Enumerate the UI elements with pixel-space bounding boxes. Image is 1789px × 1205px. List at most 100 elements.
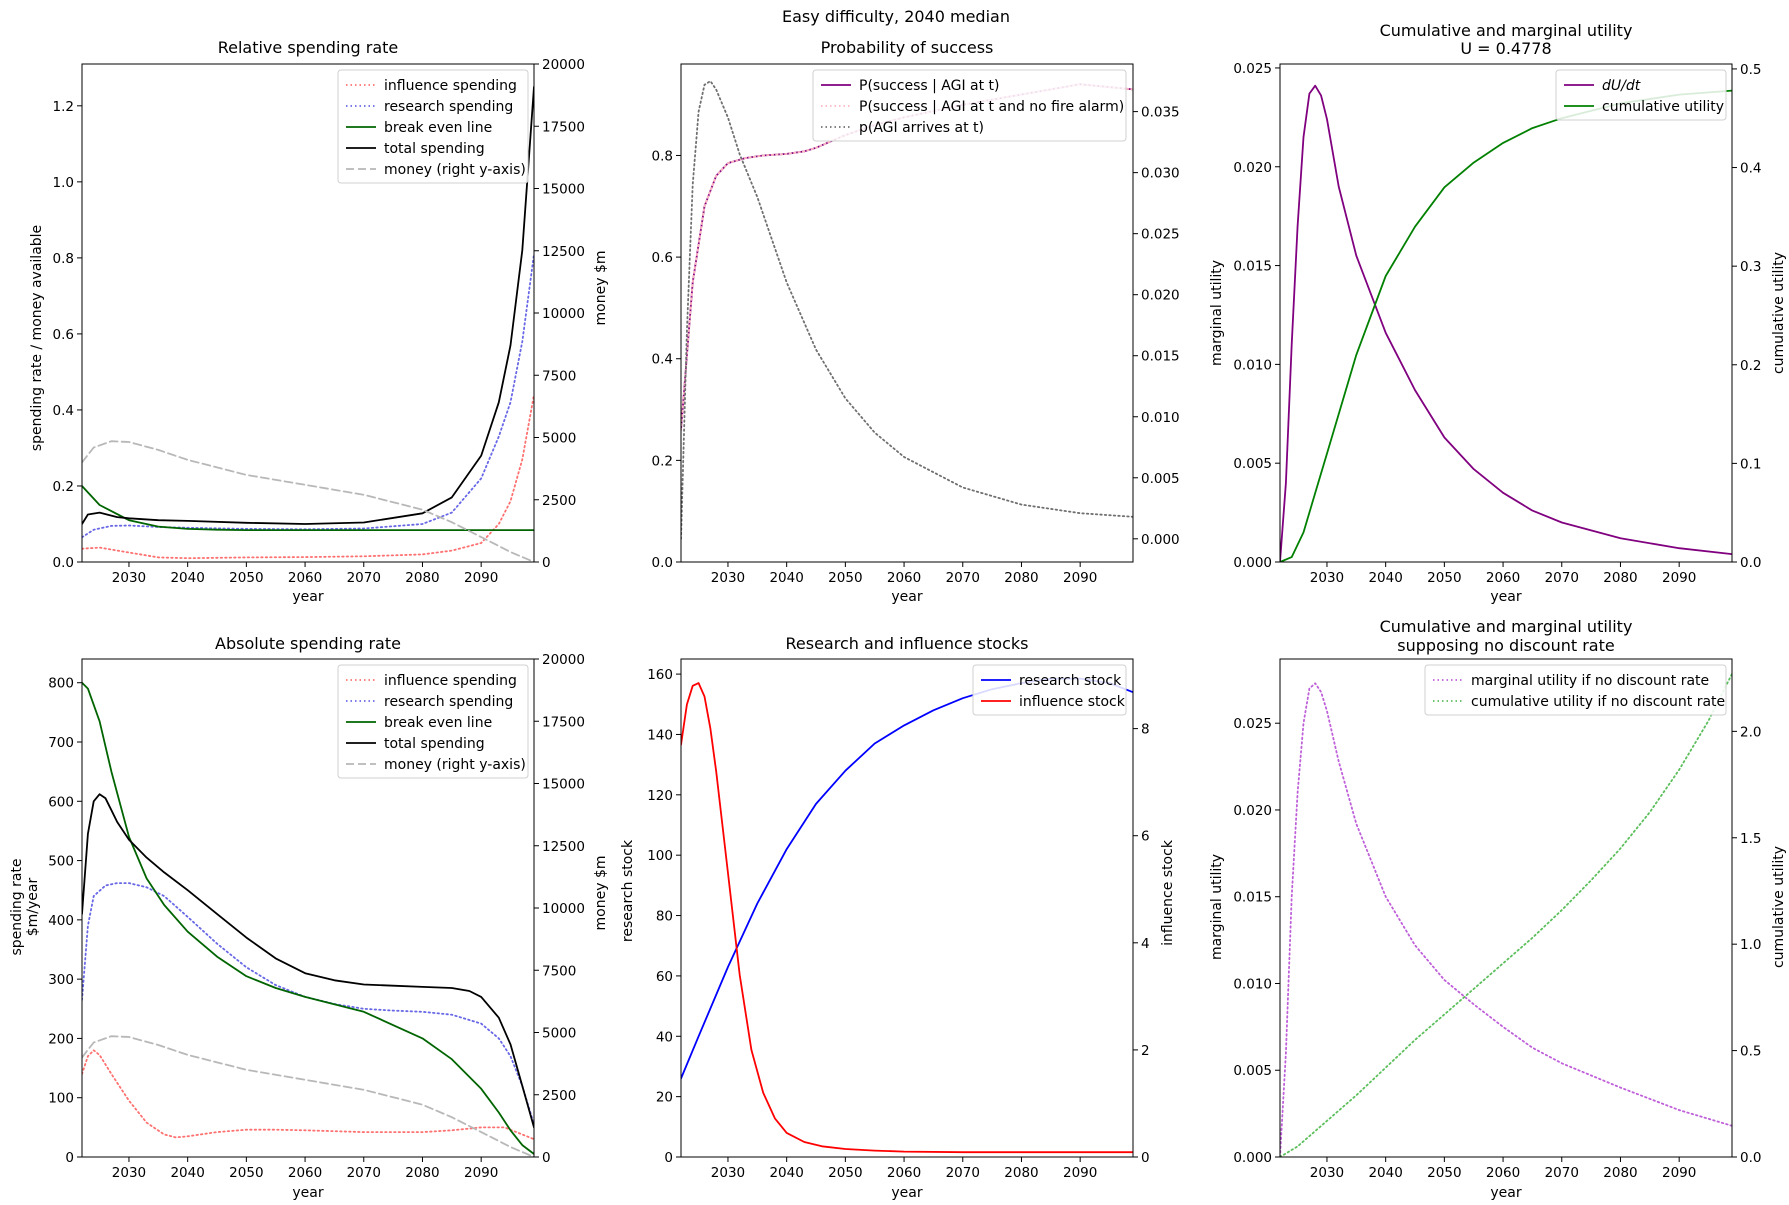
y-tick-label: 0.0 (53, 555, 74, 571)
panel-absolute-spending-rate: Absolute spending rate year spending rat… (9, 634, 609, 1201)
x-tick-label: 2080 (1004, 570, 1038, 586)
y2-tick-label: 20000 (542, 57, 585, 73)
y-tick-label: 0.4 (652, 352, 673, 368)
y-tick-label: 0.2 (652, 453, 673, 469)
y-tick-label: 400 (48, 913, 74, 929)
y2-tick-label: 2500 (542, 1088, 576, 1104)
figure-suptitle: Easy difficulty, 2040 median (782, 7, 1010, 26)
series-line-money-right-y-axis (82, 440, 534, 562)
y-tick-label: 40 (656, 1029, 673, 1045)
legend-entry: break even line (384, 120, 492, 136)
x-tick-label: 2070 (946, 570, 980, 586)
y-tick-label: 160 (647, 667, 673, 683)
y2-tick-label: 0 (542, 555, 551, 571)
y2-tick-label: 0.010 (1141, 410, 1180, 426)
plot-area: 2030 2040 2050 2060 2070 2080 2090 0.0 0.2 0.4 0.6… (53, 57, 585, 586)
y-tick-label: 0.005 (1233, 1063, 1272, 1079)
x-tick-label: 2050 (229, 570, 263, 586)
y2-tick-label: 15000 (542, 777, 585, 793)
x-tick-label: 2090 (1662, 570, 1696, 586)
y-tick-label: 0.010 (1233, 976, 1272, 992)
legend-frame (812, 69, 1127, 142)
y-axis-label: spending rate (9, 858, 25, 955)
y-tick-label: 0.010 (1233, 357, 1272, 373)
y-tick-label: 0.005 (1233, 456, 1272, 472)
y-tick-label: 0 (65, 1150, 74, 1166)
panel-cumulative-marginal-utility: Cumulative and marginal utility U = 0.47… (1209, 21, 1787, 605)
x-tick-label: 2070 (347, 1165, 381, 1181)
panel-title: Cumulative and marginal utility (1380, 617, 1633, 636)
series-line-research-spending (82, 882, 534, 1126)
x-tick-label: 2040 (1368, 570, 1402, 586)
legend-entry: research spending (384, 694, 513, 710)
y2-tick-label: 0.030 (1141, 166, 1180, 182)
panel-relative-spending-rate: Relative spending rate year spending rat… (29, 38, 609, 605)
y2-tick-label: 2500 (542, 493, 576, 509)
legend-entry: money (right y-axis) (384, 162, 526, 178)
series-line-cumulative-utility-if-no-discount-rate (1280, 673, 1732, 1157)
x-tick-label: 2060 (1486, 570, 1520, 586)
y-tick-label: 100 (48, 1091, 74, 1107)
panel-title: Probability of success (821, 38, 994, 57)
y-tick-label: 100 (647, 848, 673, 864)
series-line-break-even-line (82, 681, 534, 1155)
axes-frame (1279, 658, 1733, 1158)
y-tick-label: 140 (647, 727, 673, 743)
legend-entry: money (right y-axis) (384, 757, 526, 773)
y2-tick-label: 12500 (542, 244, 585, 260)
panel-utility-no-discount: Cumulative and marginal utility supposin… (1209, 617, 1787, 1201)
y2-tick-label: 1.0 (1740, 937, 1761, 953)
y2-tick-label: 15000 (542, 182, 585, 198)
y-tick-label: 0.020 (1233, 803, 1272, 819)
x-tick-label: 2030 (711, 570, 745, 586)
axes-frame (680, 63, 1134, 563)
legend-entry: marginal utility if no discount rate (1471, 673, 1709, 689)
y-tick-label: 0.015 (1233, 259, 1272, 275)
x-tick-label: 2070 (1545, 570, 1579, 586)
legend-entry: influence spending (384, 673, 517, 689)
panel-subtitle: supposing no discount rate (1397, 636, 1614, 655)
y-tick-label: 0.020 (1233, 160, 1272, 176)
plot-area: 2030 2040 2050 2060 2070 2080 2090 0.000 0.005 0.… (1233, 658, 1761, 1181)
y2-tick-label: 8 (1141, 722, 1150, 738)
y2-tick-label: 1.5 (1740, 831, 1761, 847)
x-tick-label: 2090 (464, 1165, 498, 1181)
x-tick-label: 2040 (170, 1165, 204, 1181)
plot-area: 2030 2040 2050 2060 2070 2080 2090 0 100 200 300 40… (48, 652, 585, 1181)
x-axis-label: year (292, 1185, 323, 1201)
legend-entry: influence stock (1019, 694, 1126, 710)
plot-area: 2030 2040 2050 2060 2070 2080 2090 0.000 0.005 0.… (1233, 61, 1761, 586)
y-tick-label: 300 (48, 972, 74, 988)
panel-title: Research and influence stocks (786, 634, 1029, 653)
x-tick-label: 2040 (769, 1165, 803, 1181)
x-tick-label: 2090 (1662, 1165, 1696, 1181)
x-tick-label: 2070 (946, 1165, 980, 1181)
series-group (82, 681, 534, 1157)
x-tick-label: 2080 (1603, 1165, 1637, 1181)
y2-tick-label: 0.000 (1141, 532, 1180, 548)
panel-subtitle: U = 0.4778 (1460, 39, 1551, 58)
y2-tick-label: 0.5 (1740, 62, 1761, 78)
y2-tick-label: 0.4 (1740, 161, 1761, 177)
y2-tick-label: 0.0 (1740, 1150, 1761, 1166)
y-tick-label: 0.8 (652, 148, 673, 164)
legend-entry: cumulative utility if no discount rate (1471, 694, 1725, 710)
y-tick-label: 20 (656, 1090, 673, 1106)
y-tick-label: 800 (48, 676, 74, 692)
x-tick-label: 2080 (405, 570, 439, 586)
x-tick-label: 2080 (405, 1165, 439, 1181)
series-line-research-spending (82, 253, 534, 539)
y2-tick-label: 12500 (542, 839, 585, 855)
legend: influence spending research spending break… (337, 664, 529, 779)
x-axis-label: year (1490, 1185, 1521, 1201)
x-tick-label: 2050 (828, 570, 862, 586)
y-tick-label: 0 (664, 1150, 673, 1166)
x-tick-label: 2030 (112, 1165, 146, 1181)
y-tick-label: 0.4 (53, 403, 74, 419)
legend-entry: p(AGI arrives at t) (859, 120, 984, 136)
y2-tick-label: 0.025 (1141, 227, 1180, 243)
x-tick-label: 2050 (828, 1165, 862, 1181)
legend-frame (972, 664, 1127, 716)
